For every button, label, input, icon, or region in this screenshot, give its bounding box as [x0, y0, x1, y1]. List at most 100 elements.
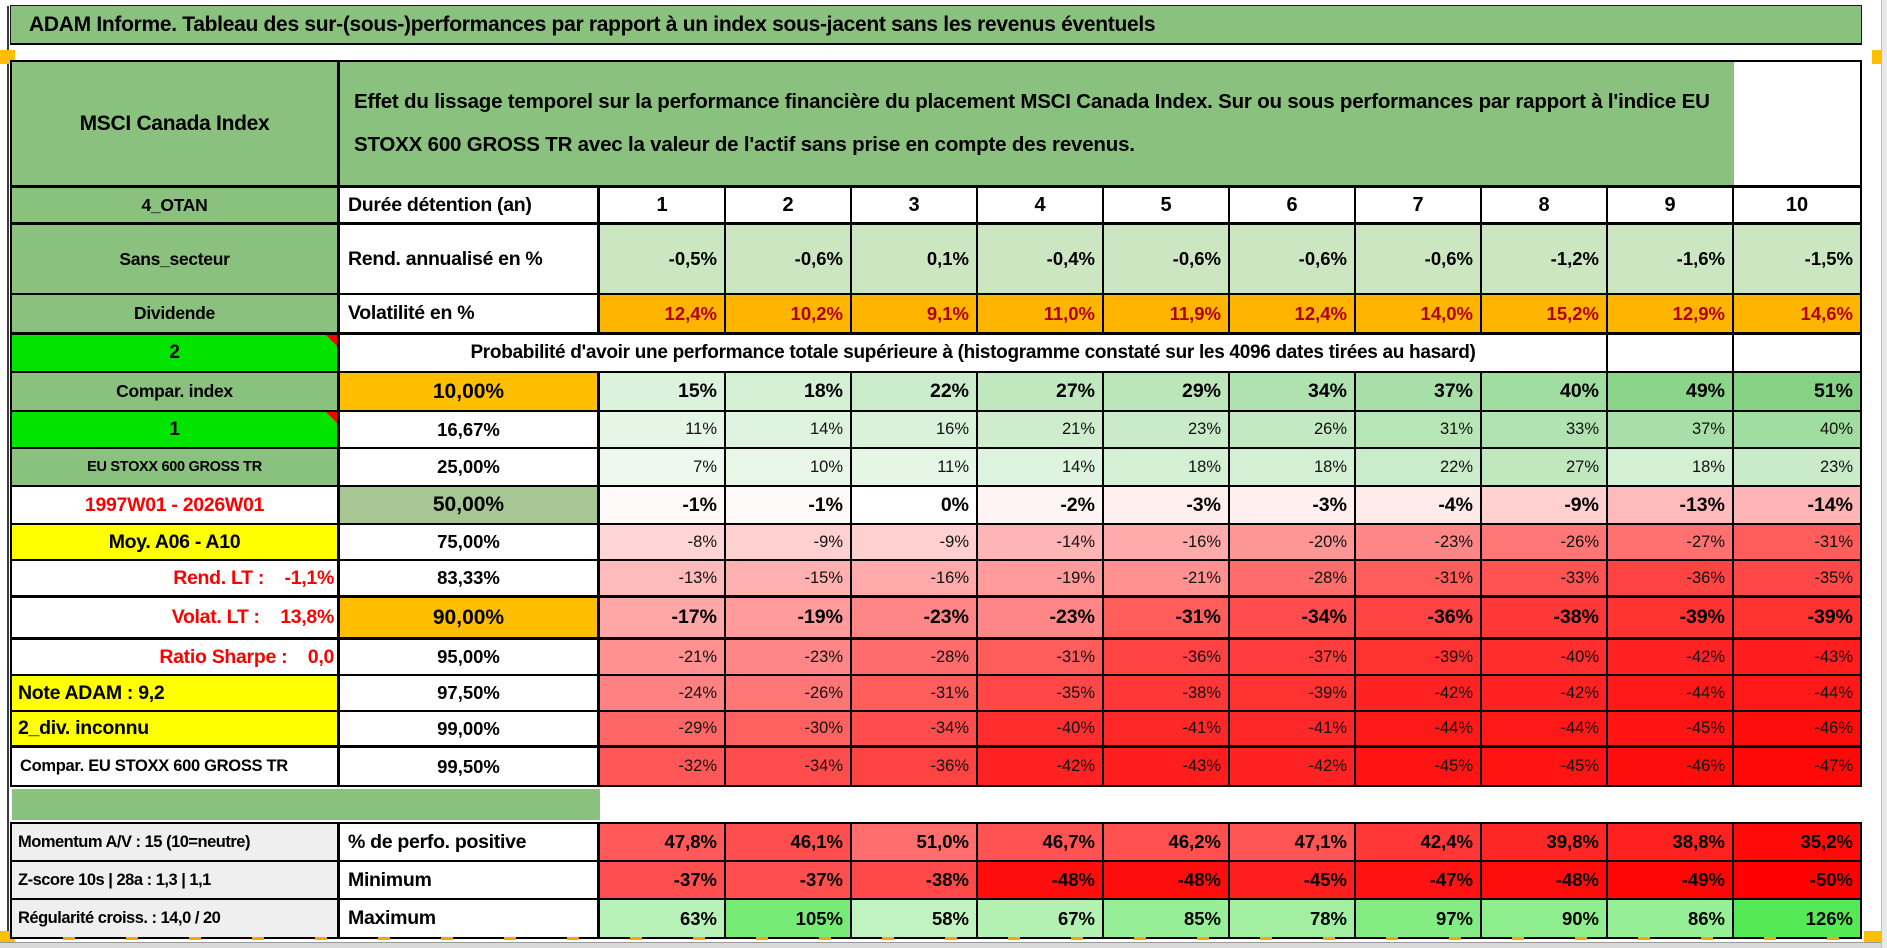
- performance-cell[interactable]: -27%: [1608, 525, 1734, 559]
- performance-cell[interactable]: -44%: [1482, 712, 1608, 745]
- data-cell[interactable]: 1: [600, 188, 726, 222]
- probability-threshold-cell[interactable]: 83,33%: [340, 561, 600, 595]
- performance-cell[interactable]: -3%: [1104, 487, 1230, 523]
- performance-cell[interactable]: 26%: [1230, 412, 1356, 447]
- performance-cell[interactable]: -36%: [852, 748, 978, 785]
- data-cell[interactable]: 0,1%: [852, 225, 978, 293]
- performance-cell[interactable]: 51%: [1734, 373, 1860, 410]
- row-label[interactable]: 4_OTAN: [12, 188, 340, 222]
- performance-cell[interactable]: -44%: [1356, 712, 1482, 745]
- performance-cell[interactable]: -46%: [1734, 712, 1860, 745]
- performance-cell[interactable]: -44%: [1608, 676, 1734, 710]
- performance-cell[interactable]: -39%: [1356, 640, 1482, 674]
- performance-cell[interactable]: 21%: [978, 412, 1104, 447]
- performance-cell[interactable]: 40%: [1482, 373, 1608, 410]
- performance-cell[interactable]: -24%: [600, 676, 726, 710]
- row-label[interactable]: Note ADAM : 9,2: [12, 676, 340, 710]
- performance-cell[interactable]: 14%: [978, 449, 1104, 485]
- data-cell[interactable]: -1,6%: [1608, 225, 1734, 293]
- stat-value-cell[interactable]: -50%: [1734, 862, 1860, 898]
- performance-cell[interactable]: 11%: [600, 412, 726, 447]
- performance-cell[interactable]: -14%: [978, 525, 1104, 559]
- performance-cell[interactable]: 11%: [852, 449, 978, 485]
- performance-cell[interactable]: 22%: [852, 373, 978, 410]
- stat-value-cell[interactable]: -45%: [1230, 862, 1356, 898]
- performance-cell[interactable]: -32%: [600, 748, 726, 785]
- probability-threshold-cell[interactable]: 16,67%: [340, 412, 600, 447]
- performance-cell[interactable]: -34%: [726, 748, 852, 785]
- data-cell[interactable]: -0,5%: [600, 225, 726, 293]
- row-label[interactable]: Sans_secteur: [12, 225, 340, 293]
- performance-cell[interactable]: -31%: [852, 676, 978, 710]
- performance-cell[interactable]: -23%: [726, 640, 852, 674]
- performance-cell[interactable]: 22%: [1356, 449, 1482, 485]
- probability-threshold-cell[interactable]: 99,00%: [340, 712, 600, 745]
- performance-cell[interactable]: -34%: [1230, 598, 1356, 637]
- performance-cell[interactable]: -44%: [1734, 676, 1860, 710]
- performance-cell[interactable]: 15%: [600, 373, 726, 410]
- performance-cell[interactable]: -9%: [1482, 487, 1608, 523]
- stat-value-cell[interactable]: -37%: [600, 862, 726, 898]
- performance-cell[interactable]: 40%: [1734, 412, 1860, 447]
- row-label[interactable]: 1: [12, 412, 340, 447]
- row-label[interactable]: Moy. A06 - A10: [12, 525, 340, 559]
- performance-cell[interactable]: 37%: [1608, 412, 1734, 447]
- performance-cell[interactable]: 18%: [1104, 449, 1230, 485]
- performance-cell[interactable]: -14%: [1734, 487, 1860, 523]
- stat-value-cell[interactable]: -48%: [1104, 862, 1230, 898]
- row-label[interactable]: Dividende: [12, 295, 340, 332]
- performance-cell[interactable]: -3%: [1230, 487, 1356, 523]
- data-cell[interactable]: 2: [726, 188, 852, 222]
- stat-value-cell[interactable]: 46,7%: [978, 824, 1104, 860]
- data-cell[interactable]: 3: [852, 188, 978, 222]
- row-header[interactable]: Durée détention (an): [340, 188, 600, 222]
- stat-value-cell[interactable]: -48%: [1482, 862, 1608, 898]
- performance-cell[interactable]: -23%: [1356, 525, 1482, 559]
- stat-value-cell[interactable]: 97%: [1356, 900, 1482, 937]
- row-label[interactable]: Compar. index: [12, 373, 340, 410]
- row-label[interactable]: Compar. EU STOXX 600 GROSS TR: [12, 748, 340, 785]
- performance-cell[interactable]: -35%: [1734, 561, 1860, 595]
- empty-cell[interactable]: [1608, 335, 1734, 371]
- performance-cell[interactable]: 23%: [1104, 412, 1230, 447]
- performance-cell[interactable]: -36%: [1104, 640, 1230, 674]
- stat-value-cell[interactable]: -37%: [726, 862, 852, 898]
- performance-cell[interactable]: -36%: [1356, 598, 1482, 637]
- performance-cell[interactable]: 49%: [1608, 373, 1734, 410]
- performance-cell[interactable]: -35%: [978, 676, 1104, 710]
- row-header[interactable]: Minimum: [340, 862, 600, 898]
- performance-cell[interactable]: 31%: [1356, 412, 1482, 447]
- performance-cell[interactable]: -42%: [1482, 676, 1608, 710]
- stat-value-cell[interactable]: 78%: [1230, 900, 1356, 937]
- performance-cell[interactable]: 37%: [1356, 373, 1482, 410]
- data-cell[interactable]: -1,2%: [1482, 225, 1608, 293]
- performance-cell[interactable]: -31%: [1356, 561, 1482, 595]
- performance-cell[interactable]: -17%: [600, 598, 726, 637]
- probability-threshold-cell[interactable]: 90,00%: [340, 598, 600, 637]
- data-cell[interactable]: 6: [1230, 188, 1356, 222]
- row-label[interactable]: 1997W01 - 2026W01: [12, 487, 340, 523]
- performance-cell[interactable]: -42%: [1230, 748, 1356, 785]
- probability-threshold-cell[interactable]: 97,50%: [340, 676, 600, 710]
- data-cell[interactable]: -1,5%: [1734, 225, 1860, 293]
- sheet-title-cell[interactable]: ADAM Informe. Tableau des sur-(sous-)per…: [10, 5, 1862, 45]
- performance-cell[interactable]: -34%: [852, 712, 978, 745]
- data-cell[interactable]: -0,6%: [1356, 225, 1482, 293]
- performance-cell[interactable]: -30%: [726, 712, 852, 745]
- performance-cell[interactable]: -45%: [1482, 748, 1608, 785]
- data-cell[interactable]: 5: [1104, 188, 1230, 222]
- stat-value-cell[interactable]: 51,0%: [852, 824, 978, 860]
- stat-value-cell[interactable]: 105%: [726, 900, 852, 937]
- performance-cell[interactable]: -37%: [1230, 640, 1356, 674]
- stat-value-cell[interactable]: 85%: [1104, 900, 1230, 937]
- performance-cell[interactable]: -42%: [1356, 676, 1482, 710]
- performance-cell[interactable]: -4%: [1356, 487, 1482, 523]
- performance-cell[interactable]: -31%: [978, 640, 1104, 674]
- data-cell[interactable]: 8: [1482, 188, 1608, 222]
- stat-value-cell[interactable]: 126%: [1734, 900, 1860, 937]
- stat-value-cell[interactable]: -38%: [852, 862, 978, 898]
- data-cell[interactable]: -0,6%: [1230, 225, 1356, 293]
- data-cell[interactable]: 14,6%: [1734, 295, 1860, 332]
- performance-cell[interactable]: -21%: [600, 640, 726, 674]
- data-cell[interactable]: 7: [1356, 188, 1482, 222]
